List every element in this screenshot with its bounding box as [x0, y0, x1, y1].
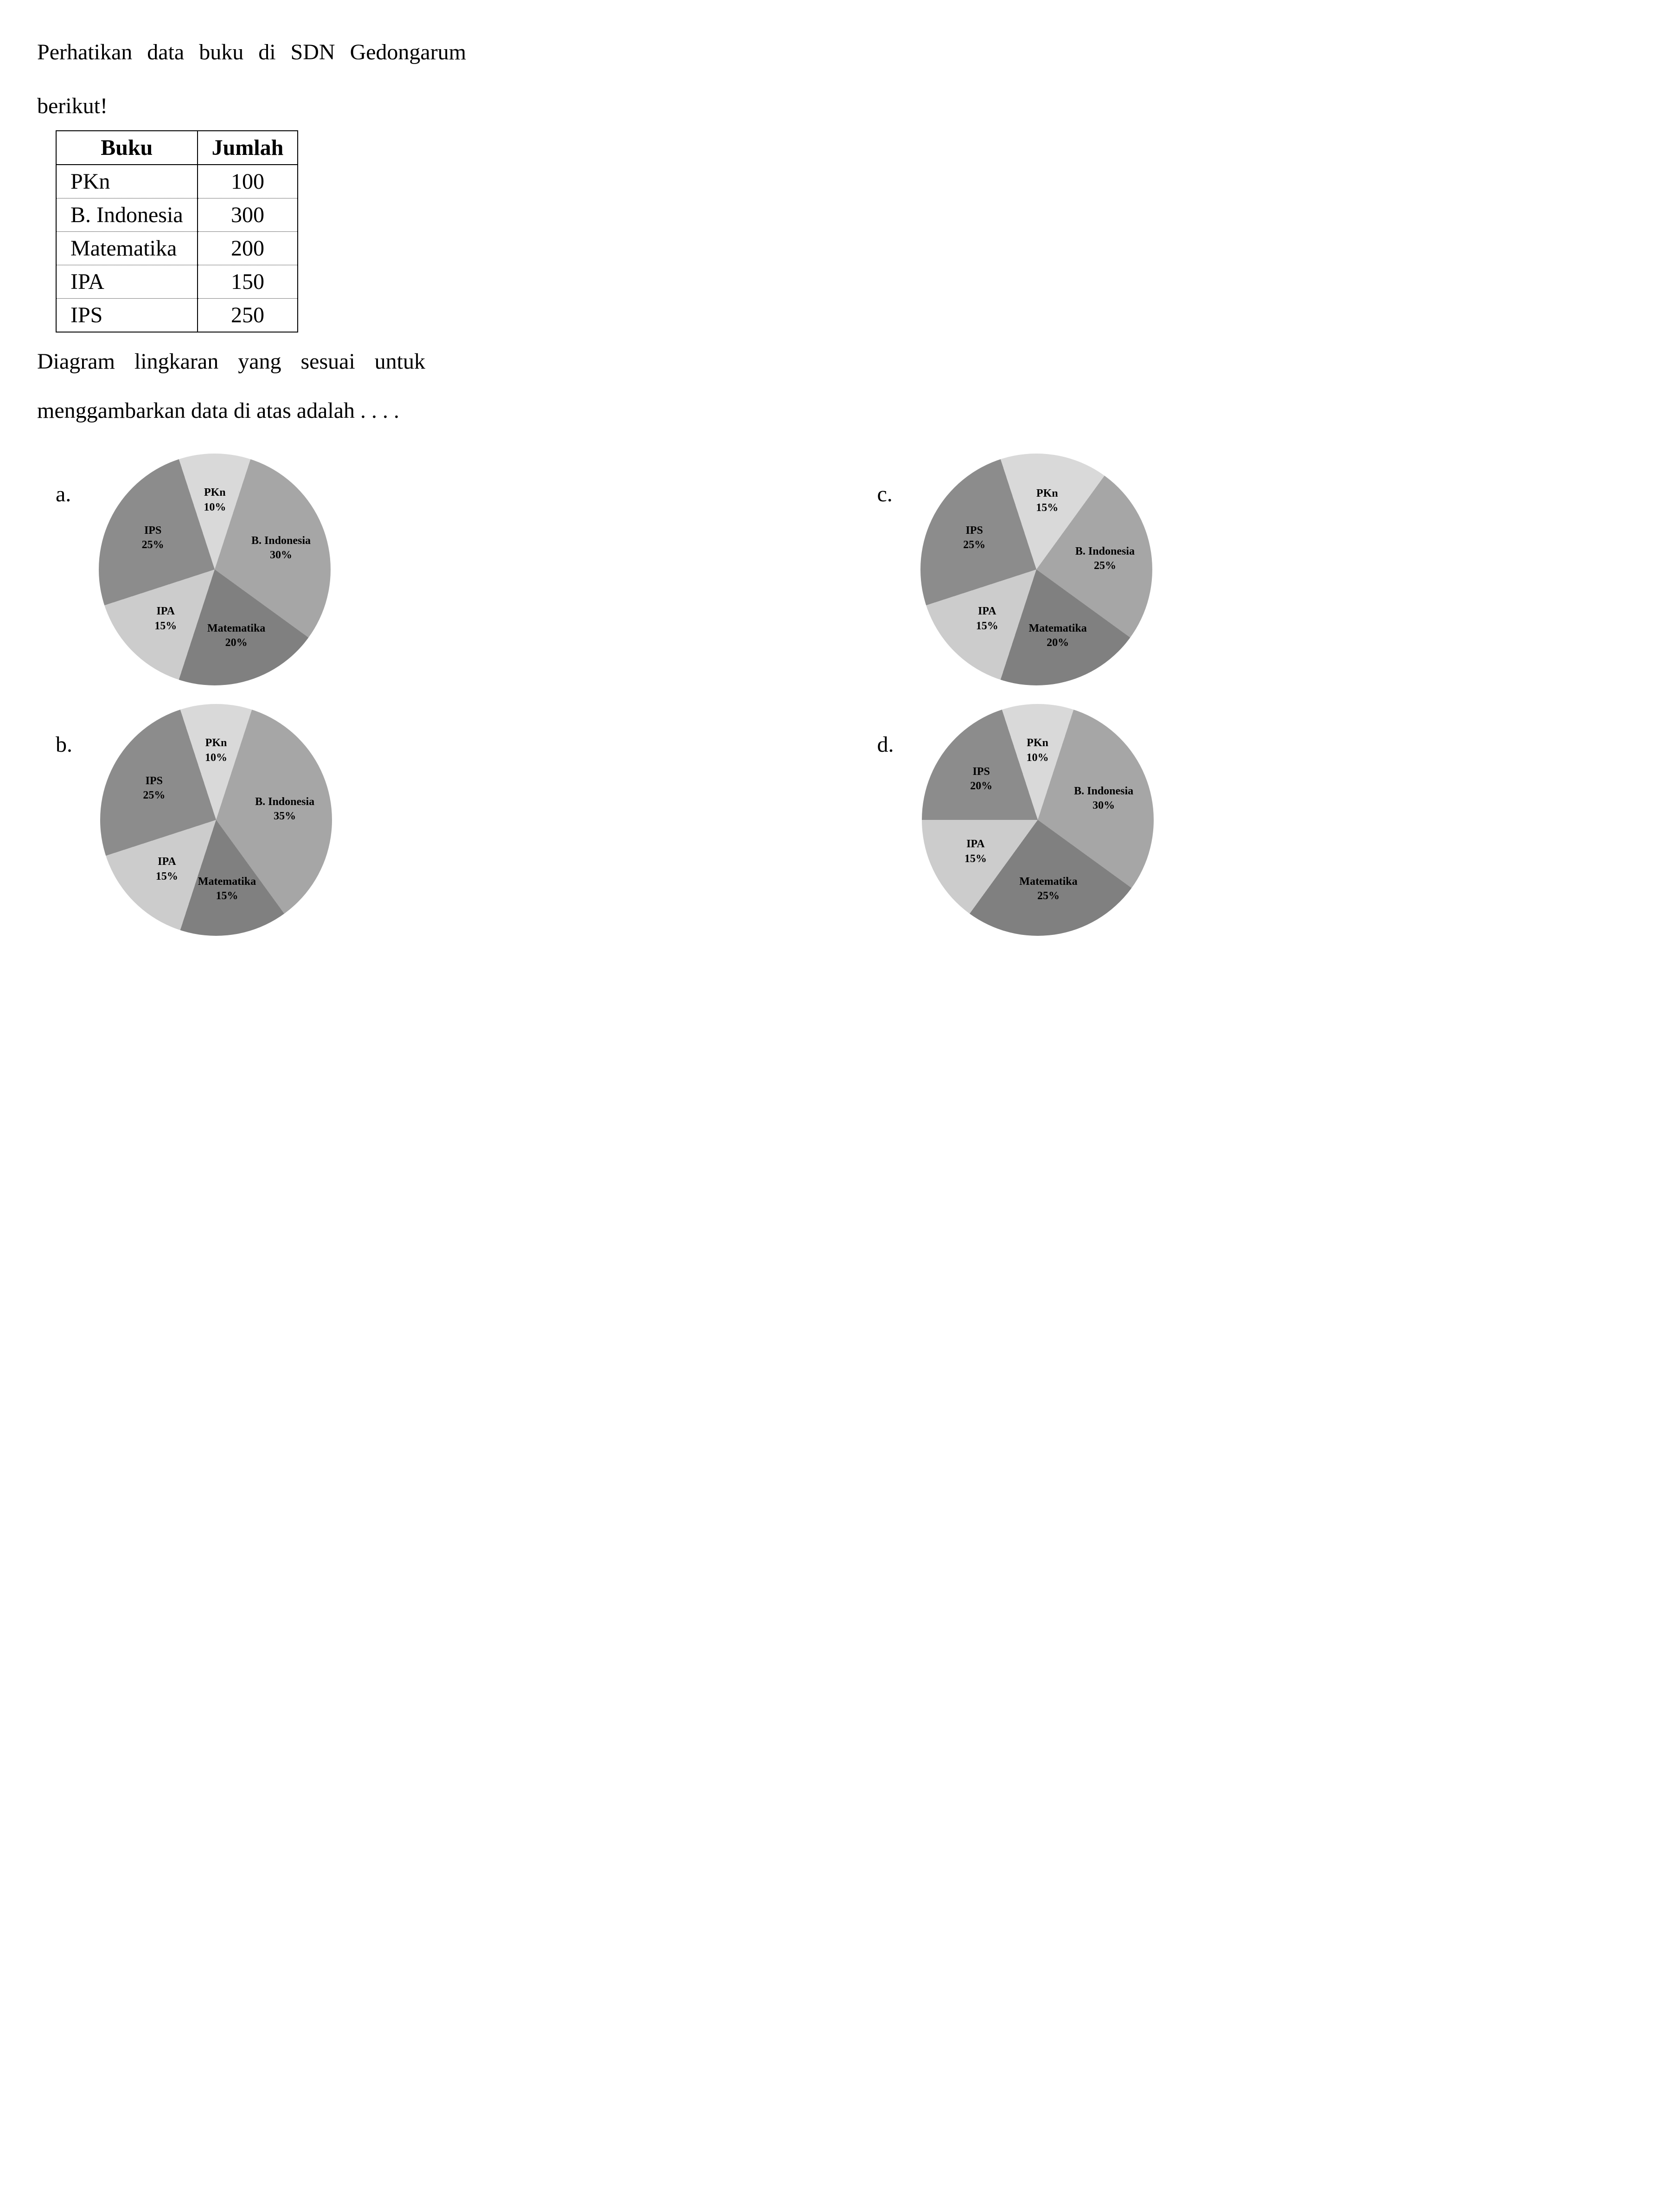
- question-line-4: menggambarkan data di atas adalah . . . …: [37, 386, 1643, 435]
- option-b: b. PKn10% B. Indonesia35% Matematika15% IPA…: [56, 704, 822, 936]
- slice-label: IPS20%: [970, 765, 992, 793]
- cell-jumlah: 200: [198, 232, 298, 265]
- table-row: PKn100: [56, 165, 298, 198]
- slice-label: PKn10%: [1027, 736, 1049, 765]
- option-c: c. PKn15% B. Indonesia25% Matematika20% IPA…: [877, 454, 1643, 685]
- cell-buku: Matematika: [56, 232, 198, 265]
- question-line-2: berikut!: [37, 82, 1643, 131]
- slice-label: Matematika15%: [198, 874, 256, 903]
- table-header-jumlah: Jumlah: [198, 131, 298, 165]
- option-label-a: a.: [56, 481, 71, 507]
- pie-chart-d: PKn10% B. Indonesia30% Matematika25% IPA15%…: [922, 704, 1154, 936]
- cell-jumlah: 300: [198, 198, 298, 232]
- table-row: IPS250: [56, 299, 298, 333]
- option-label-b: b.: [56, 732, 72, 757]
- question-line-1: Perhatikan data buku di SDN Gedongarum: [37, 28, 1643, 77]
- slice-label: Matematika20%: [1029, 621, 1087, 650]
- table-header-row: Buku Jumlah: [56, 131, 298, 165]
- option-label-d: d.: [877, 732, 894, 757]
- table-header-buku: Buku: [56, 131, 198, 165]
- question-line-3: Diagram lingkaran yang sesuai untuk: [37, 337, 1643, 386]
- pie-chart-a: PKn10% B. Indonesia30% Matematika20% IPA15%…: [99, 454, 331, 685]
- table-row: Matematika200: [56, 232, 298, 265]
- slice-label: IPS25%: [142, 524, 164, 552]
- table-row: B. Indonesia300: [56, 198, 298, 232]
- slice-label: IPS25%: [963, 524, 985, 552]
- option-a: a. PKn10% B. Indonesia30% Matematika20% IPA…: [56, 454, 822, 685]
- cell-buku: B. Indonesia: [56, 198, 198, 232]
- slice-label: Matematika25%: [1019, 874, 1077, 903]
- option-label-c: c.: [877, 481, 893, 507]
- slice-label: IPS25%: [143, 774, 165, 803]
- table-row: IPA150: [56, 265, 298, 299]
- slice-label: Matematika20%: [207, 621, 265, 650]
- slice-label: B. Indonesia30%: [251, 534, 311, 563]
- slice-label: PKn10%: [205, 736, 227, 765]
- cell-buku: IPS: [56, 299, 198, 333]
- slice-label: B. Indonesia35%: [255, 795, 314, 824]
- slice-label: B. Indonesia30%: [1074, 784, 1133, 813]
- cell-jumlah: 250: [198, 299, 298, 333]
- slice-label: IPA15%: [156, 855, 178, 883]
- slice-label: PKn15%: [1036, 486, 1058, 515]
- slice-label: IPA15%: [154, 604, 177, 633]
- slice-label: IPA15%: [976, 604, 998, 633]
- table-body: PKn100 B. Indonesia300 Matematika200 IPA…: [56, 165, 298, 332]
- slice-label: IPA15%: [965, 837, 987, 866]
- slice-label: B. Indonesia25%: [1075, 544, 1135, 573]
- options-grid: a. PKn10% B. Indonesia30% Matematika20% IPA…: [37, 454, 1643, 936]
- option-d: d. PKn10% B. Indonesia30% Matematika25% IPA…: [877, 704, 1643, 936]
- pie-chart-b: PKn10% B. Indonesia35% Matematika15% IPA15%…: [100, 704, 332, 936]
- cell-buku: IPA: [56, 265, 198, 299]
- pie-chart-c: PKn15% B. Indonesia25% Matematika20% IPA15%…: [920, 454, 1152, 685]
- slice-label: PKn10%: [204, 486, 226, 514]
- cell-buku: PKn: [56, 165, 198, 198]
- data-table: Buku Jumlah PKn100 B. Indonesia300 Matem…: [56, 130, 298, 333]
- cell-jumlah: 100: [198, 165, 298, 198]
- cell-jumlah: 150: [198, 265, 298, 299]
